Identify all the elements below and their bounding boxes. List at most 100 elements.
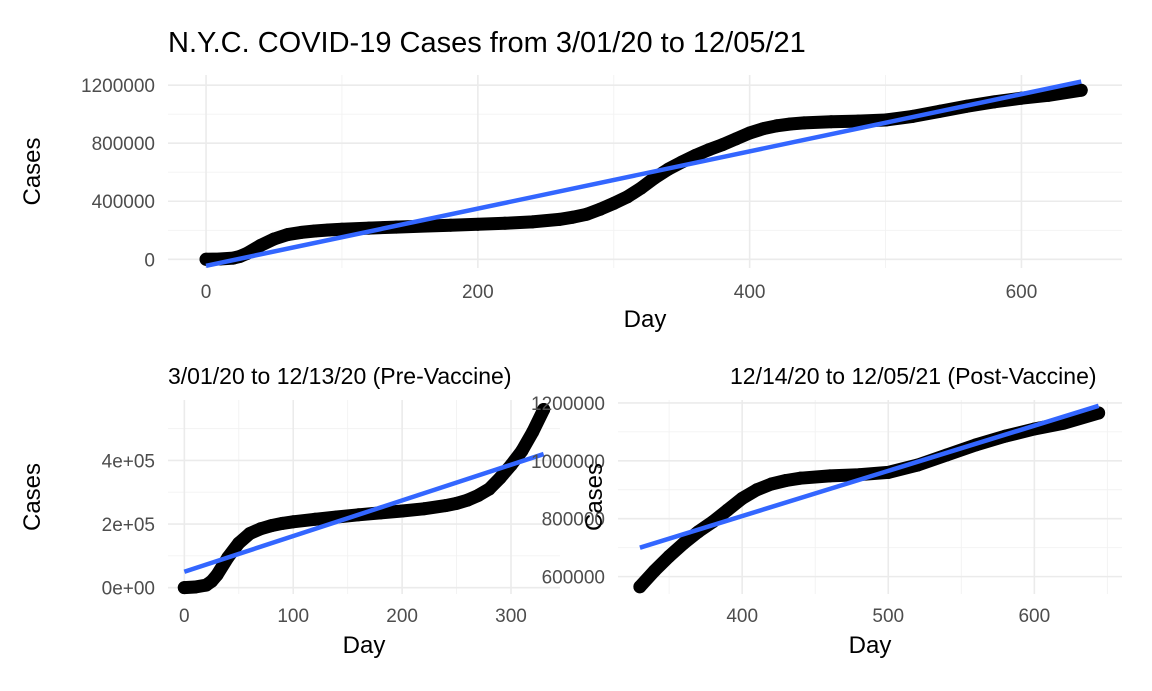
data-point [620, 190, 634, 204]
data-point [243, 527, 257, 541]
y-tick-label: 1200000 [81, 76, 155, 97]
data-point [188, 580, 202, 594]
x-axis-label: Day [624, 306, 667, 333]
linear-fit-line [205, 79, 1082, 269]
data-point [294, 225, 308, 239]
x-tick-label: 300 [495, 606, 527, 627]
data-point [439, 499, 453, 513]
data-point [715, 138, 729, 152]
y-tick-label: 0e+00 [102, 579, 155, 600]
x-axis-label: Day [343, 632, 386, 659]
linear-fit-line [639, 403, 1100, 550]
data-points-trace [633, 406, 1106, 594]
data-point [321, 223, 335, 237]
x-tick-label: 200 [462, 282, 494, 303]
linear-fit-line [183, 451, 545, 574]
x-tick-label: 0 [201, 282, 212, 303]
data-point [764, 477, 778, 491]
x-tick-label: 500 [872, 606, 904, 627]
data-point [794, 471, 808, 485]
data-point [729, 132, 743, 146]
data-point [417, 502, 431, 516]
data-point [286, 515, 300, 529]
data-point [779, 473, 793, 487]
data-point [308, 512, 322, 526]
data-point [750, 483, 764, 497]
data-point [770, 119, 784, 133]
y-tick-label: 0 [144, 250, 155, 271]
data-point [471, 217, 485, 231]
data-point [677, 536, 691, 550]
data-point [721, 503, 735, 517]
data-point [498, 216, 512, 230]
data-point [662, 549, 676, 563]
data-point [593, 202, 607, 216]
data-point [851, 114, 865, 128]
data-point [1092, 406, 1106, 420]
data-point [1042, 88, 1056, 102]
chart-title: N.Y.C. COVID-19 Cases from 3/01/20 to 12… [168, 27, 806, 59]
y-tick-label: 600000 [542, 568, 605, 589]
data-points-trace [177, 403, 551, 595]
data-point [607, 196, 621, 210]
data-point [281, 228, 295, 242]
data-point [482, 482, 496, 496]
data-point [253, 239, 267, 253]
panel-title: 3/01/20 to 12/13/20 (Pre-Vaccine) [168, 363, 512, 389]
data-point [735, 491, 749, 505]
data-point [797, 116, 811, 130]
y-tick-label: 1200000 [531, 394, 605, 415]
data-point [493, 471, 507, 485]
data-point [688, 149, 702, 163]
data-point [648, 171, 662, 185]
y-axis-label: Cases [19, 463, 46, 531]
panel-title: 12/14/20 to 12/05/21 (Post-Vaccine) [730, 363, 1097, 389]
data-point [702, 143, 716, 157]
x-tick-label: 100 [277, 606, 309, 627]
data-point [177, 581, 191, 595]
x-axis-label: Day [849, 632, 892, 659]
data-point [515, 444, 529, 458]
data-point [308, 224, 322, 238]
data-point [210, 568, 224, 582]
chart-panel-1: 0 200 400 600 0 400000 800000 1200000 Day Cases N.… [19, 27, 1122, 333]
data-point [824, 115, 838, 129]
x-tick-label: 400 [726, 606, 758, 627]
x-tick-label: 600 [1006, 282, 1038, 303]
data-point [232, 536, 246, 550]
data-point [537, 403, 551, 417]
data-point [460, 493, 474, 507]
data-point [395, 504, 409, 518]
x-tick-label: 0 [179, 606, 190, 627]
data-point [566, 210, 580, 224]
data-point [450, 496, 464, 510]
data-point [1074, 83, 1088, 97]
x-tick-label: 400 [734, 282, 766, 303]
data-point [634, 181, 648, 195]
data-point [264, 519, 278, 533]
data-point [526, 425, 540, 439]
data-point [275, 516, 289, 530]
y-tick-label: 1000000 [531, 452, 605, 473]
data-point [633, 580, 647, 594]
data-point [823, 469, 837, 483]
data-point [756, 122, 770, 136]
data-point [743, 126, 757, 140]
data-point [552, 212, 566, 226]
data-point [254, 522, 268, 536]
data-point [525, 215, 539, 229]
y-axis-label: Cases [581, 463, 608, 531]
y-tick-label: 800000 [542, 510, 605, 531]
data-point [648, 564, 662, 578]
x-tick-label: 600 [1018, 606, 1050, 627]
chart-panel-3: 400 500 600 600000 800000 1000000 1200000 Day Ca… [531, 363, 1122, 659]
y-tick-label: 400000 [92, 192, 155, 213]
data-point [335, 222, 349, 236]
data-point [783, 117, 797, 131]
chart-panel-2: 0 100 200 300 0e+00 2e+05 4e+05 Day Cases 3/01/20… [19, 363, 560, 659]
y-tick-label: 2e+05 [102, 515, 155, 536]
data-point [471, 488, 485, 502]
data-point [267, 232, 281, 246]
y-tick-label: 800000 [92, 134, 155, 155]
data-point [199, 252, 213, 266]
